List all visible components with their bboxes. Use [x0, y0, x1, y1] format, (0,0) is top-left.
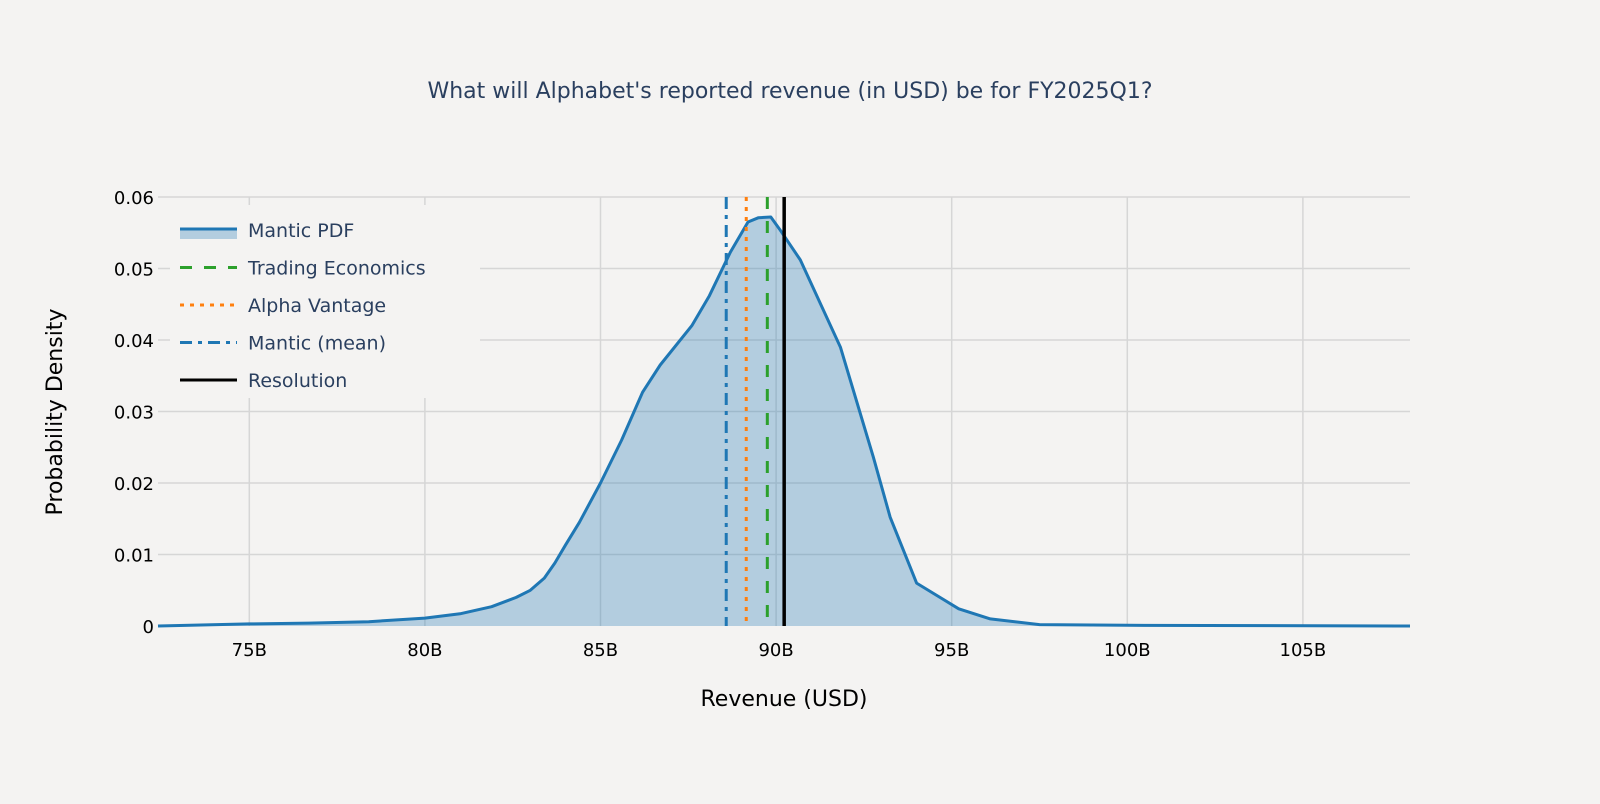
- x-tick-label: 85B: [583, 640, 618, 661]
- y-tick-label: 0.03: [114, 403, 154, 424]
- x-axis: 75B 80B 85B 90B 95B 100B 105B: [232, 640, 1327, 661]
- y-tick-label: 0.06: [114, 188, 154, 209]
- y-tick-label: 0.02: [114, 474, 154, 495]
- y-tick-label: 0: [143, 617, 154, 638]
- x-tick-label: 105B: [1280, 640, 1327, 661]
- x-tick-label: 90B: [758, 640, 793, 661]
- legend-label: Mantic (mean): [248, 333, 386, 355]
- y-tick-label: 0.05: [114, 260, 154, 281]
- y-tick-label: 0.04: [114, 331, 154, 352]
- chart-title: What will Alphabet's reported revenue (i…: [427, 79, 1152, 104]
- x-axis-label: Revenue (USD): [701, 687, 868, 712]
- x-tick-label: 75B: [232, 640, 267, 661]
- x-tick-label: 95B: [934, 640, 969, 661]
- y-tick-label: 0.01: [114, 546, 154, 567]
- y-axis: 0 0.01 0.02 0.03 0.04 0.05 0.06: [114, 188, 154, 638]
- x-tick-label: 100B: [1104, 640, 1151, 661]
- x-tick-label: 80B: [407, 640, 442, 661]
- plot-area: [157, 197, 1411, 628]
- legend-label: Mantic PDF: [248, 220, 354, 242]
- legend-background: [170, 205, 480, 398]
- legend-label: Resolution: [248, 370, 347, 392]
- legend-label: Trading Economics: [247, 258, 426, 280]
- legend: Mantic PDF Trading Economics Alpha Vantage…: [170, 205, 480, 398]
- pdf-line: [157, 215, 1411, 628]
- y-axis-label: Probability Density: [43, 309, 68, 516]
- legend-swatch-fill: [180, 229, 237, 239]
- legend-label: Alpha Vantage: [248, 295, 386, 317]
